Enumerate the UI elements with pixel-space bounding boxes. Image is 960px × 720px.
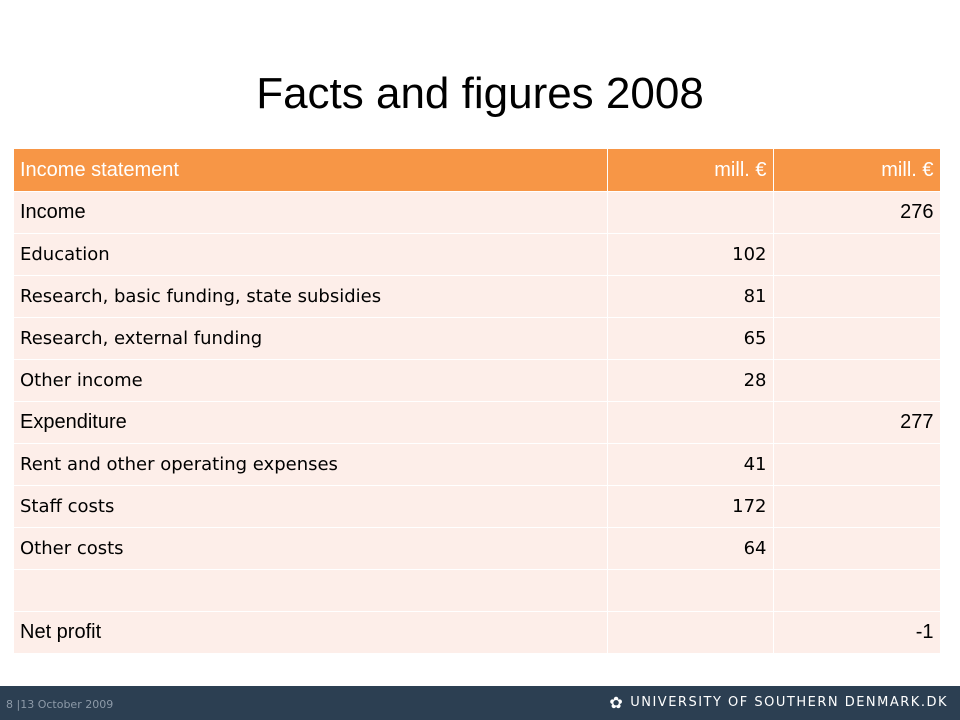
row-label: Research, external funding — [14, 317, 608, 360]
row-value: 276 — [773, 191, 941, 234]
row-value — [773, 569, 941, 612]
row-label: Net profit — [14, 611, 608, 653]
university-logo: ✿ UNIVERSITY OF SOUTHERN DENMARK.DK — [609, 690, 948, 714]
row-label: Education — [14, 233, 608, 276]
row-value: -1 — [773, 611, 941, 653]
slide-title: Facts and figures 2008 — [256, 69, 704, 118]
row-value — [607, 401, 774, 444]
table-row: Expenditure 277 — [14, 401, 941, 444]
column-header-mill-1: mill. € — [607, 149, 774, 192]
table-row: Staff costs 172 — [14, 485, 941, 528]
row-label: Research, basic funding, state subsidies — [14, 275, 608, 318]
table-row — [14, 569, 941, 612]
row-value — [607, 611, 774, 653]
table-row: Education 102 — [14, 233, 941, 276]
row-value: 41 — [607, 443, 774, 486]
row-value — [773, 275, 941, 318]
row-value — [607, 191, 774, 234]
row-value: 64 — [607, 527, 774, 570]
row-label — [14, 569, 608, 612]
row-label: Expenditure — [14, 401, 608, 444]
row-value — [773, 485, 941, 528]
row-value — [773, 359, 941, 402]
row-value — [607, 569, 774, 612]
table-header-row: Income statement mill. € mill. € — [14, 149, 941, 192]
row-label: Other costs — [14, 527, 608, 570]
row-label: Staff costs — [14, 485, 608, 528]
table-row: Other income 28 — [14, 359, 941, 402]
row-value — [773, 443, 941, 486]
row-value: 277 — [773, 401, 941, 444]
table-row: Net profit -1 — [14, 611, 941, 653]
row-label: Rent and other operating expenses — [14, 443, 608, 486]
row-value — [773, 527, 941, 570]
row-value: 102 — [607, 233, 774, 276]
row-value: 172 — [607, 485, 774, 528]
income-statement-table: Income statement mill. € mill. € Income 2… — [14, 149, 941, 653]
brand-text: UNIVERSITY OF SOUTHERN DENMARK.DK — [630, 694, 948, 710]
table-row: Research, external funding 65 — [14, 317, 941, 360]
column-header-mill-2: mill. € — [773, 149, 941, 192]
table-row: Rent and other operating expenses 41 — [14, 443, 941, 486]
row-label: Income — [14, 191, 608, 234]
footer-date: 8 |13 October 2009 — [6, 698, 114, 711]
footer-bar: 8 |13 October 2009 ✿ UNIVERSITY OF SOUTH… — [0, 686, 960, 720]
flower-logo-icon: ✿ — [609, 692, 625, 712]
row-value: 28 — [607, 359, 774, 402]
table-row: Research, basic funding, state subsidies… — [14, 275, 941, 318]
table-row: Income 276 — [14, 191, 941, 234]
column-header-label: Income statement — [14, 149, 608, 192]
row-value — [773, 233, 941, 276]
row-value — [773, 317, 941, 360]
row-value: 81 — [607, 275, 774, 318]
row-value: 65 — [607, 317, 774, 360]
table-row: Other costs 64 — [14, 527, 941, 570]
row-label: Other income — [14, 359, 608, 402]
